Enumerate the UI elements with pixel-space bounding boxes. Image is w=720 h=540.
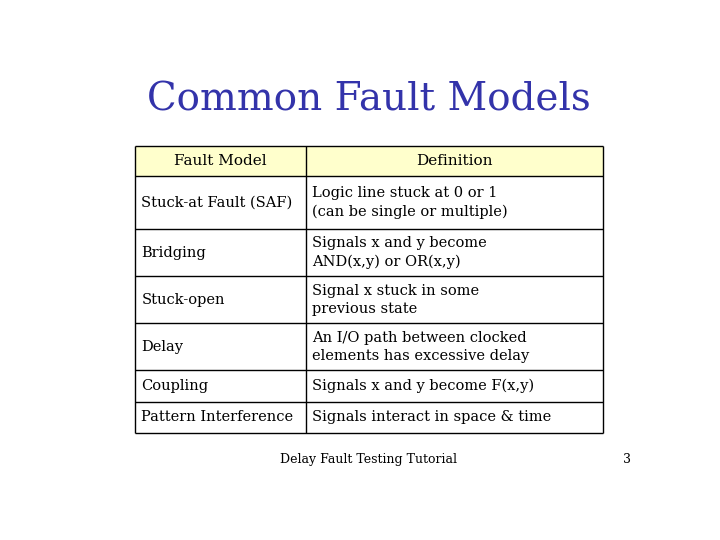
Bar xyxy=(135,276,603,323)
Text: Signals x and y become F(x,y): Signals x and y become F(x,y) xyxy=(312,379,534,393)
Text: Stuck-open: Stuck-open xyxy=(141,293,225,307)
Text: Definition: Definition xyxy=(416,154,492,168)
Bar xyxy=(135,323,603,370)
Bar xyxy=(135,402,603,433)
Text: Stuck-at Fault (SAF): Stuck-at Fault (SAF) xyxy=(141,195,292,210)
Text: Logic line stuck at 0 or 1
(can be single or multiple): Logic line stuck at 0 or 1 (can be singl… xyxy=(312,186,508,219)
Text: 3: 3 xyxy=(624,453,631,467)
Text: Delay Fault Testing Tutorial: Delay Fault Testing Tutorial xyxy=(281,453,457,467)
Text: Coupling: Coupling xyxy=(141,379,209,393)
Bar xyxy=(135,146,603,176)
Text: Signals x and y become
AND(x,y) or OR(x,y): Signals x and y become AND(x,y) or OR(x,… xyxy=(312,236,487,269)
Text: Delay: Delay xyxy=(141,340,184,354)
Text: Signals interact in space & time: Signals interact in space & time xyxy=(312,410,552,424)
Bar xyxy=(135,370,603,402)
Text: Common Fault Models: Common Fault Models xyxy=(147,82,591,119)
Text: An I/O path between clocked
elements has excessive delay: An I/O path between clocked elements has… xyxy=(312,330,530,363)
Bar xyxy=(135,176,603,229)
Text: Signal x stuck in some
previous state: Signal x stuck in some previous state xyxy=(312,284,480,316)
Text: Pattern Interference: Pattern Interference xyxy=(141,410,294,424)
Bar xyxy=(135,229,603,276)
Text: Bridging: Bridging xyxy=(141,246,206,260)
Text: Fault Model: Fault Model xyxy=(174,154,266,168)
